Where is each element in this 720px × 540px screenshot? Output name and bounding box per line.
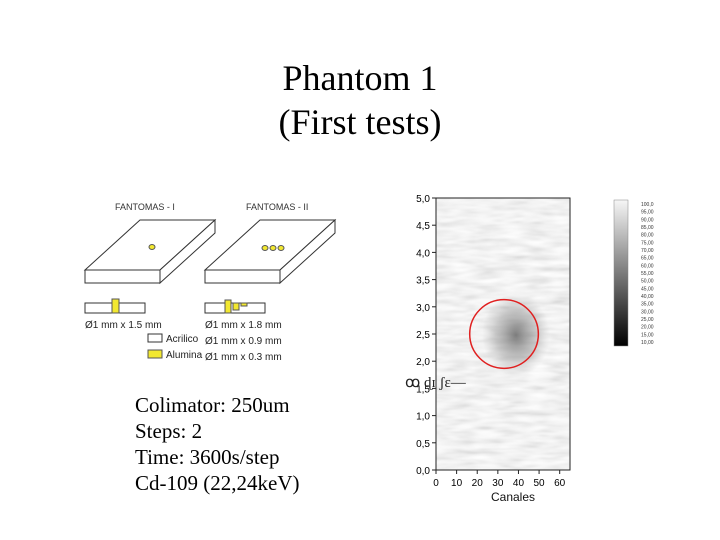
legend: Acrilico Alumina — [147, 333, 203, 361]
spec-collimator: Colimator: 250um — [135, 393, 290, 417]
y-axis: 0,0 0,5 1,0 1,5 2,0 2,5 3,0 3,5 4,0 4,5 5,0 — [416, 194, 436, 477]
x-axis-label: Canales — [491, 490, 535, 504]
y-tick-label: 1,0 — [416, 412, 430, 423]
legend-acrylic: Acrilico — [166, 334, 199, 345]
cross-section-left — [84, 298, 146, 314]
colorbar-tick-label: 70,00 — [641, 248, 654, 254]
phantom-label-right: FANTOMAS - II — [246, 202, 308, 212]
dim-right-1: Ø1 mm x 1.8 mm — [205, 320, 282, 331]
y-tick-label: 2,5 — [416, 330, 430, 341]
colorbar-tick-label: 80,00 — [641, 233, 654, 239]
colorbar-tick-label: 40,00 — [641, 294, 654, 300]
colorbar-tick-label: 20,00 — [641, 325, 654, 331]
x-tick-label: 0 — [433, 478, 439, 489]
y-tick-label: 2,0 — [416, 357, 430, 368]
y-tick-label: 0,5 — [416, 439, 430, 450]
y-tick-label: 5,0 — [416, 194, 430, 205]
colorbar-tick-label: 65,00 — [641, 256, 654, 262]
colorbar-tick-label: 25,00 — [641, 317, 654, 323]
dim-left: Ø1 mm x 1.5 mm — [85, 320, 162, 331]
x-tick-label: 60 — [554, 478, 566, 489]
colorbar-tick-label: 85,00 — [641, 225, 654, 231]
colorbar-tick-label: 100,0 — [641, 202, 654, 208]
y-tick-label: 4,0 — [416, 248, 430, 259]
x-tick-label: 10 — [451, 478, 463, 489]
colorbar-tick-label: 95,00 — [641, 210, 654, 216]
colorbar-tick-label: 75,00 — [641, 240, 654, 246]
colorbar-tick-label: 45,00 — [641, 286, 654, 292]
alumina-dot-left — [148, 244, 156, 250]
slide-title-line2: (First tests) — [278, 102, 442, 142]
roi-circle — [468, 298, 540, 370]
colorbar-tick-label: 60,00 — [641, 263, 654, 269]
cross-section-right — [204, 299, 266, 314]
phantom-label-left: FANTOMAS - I — [115, 202, 175, 212]
spec-time: Time: 3600s/step — [135, 445, 280, 469]
colorbar-tick-label: 30,00 — [641, 309, 654, 315]
legend-alumina: Alumina — [166, 350, 203, 361]
y-tick-label: 3,0 — [416, 303, 430, 314]
y-axis-handwritten-label: ꝏ ɖɪ ʃɛ— — [405, 375, 467, 391]
spec-source: Cd-109 (22,24keV) — [135, 471, 300, 495]
slide-title-line1: Phantom 1 — [282, 58, 438, 98]
colorbar-tick-label: 15,00 — [641, 332, 654, 338]
heatmap-image — [436, 198, 570, 470]
spec-steps: Steps: 2 — [135, 419, 203, 443]
phantom-slab-right — [203, 218, 337, 285]
colorbar-tick-label: 55,00 — [641, 271, 654, 277]
colorbar-tick-label: 35,00 — [641, 302, 654, 308]
colorbar-tick-label: 90,00 — [641, 217, 654, 223]
alumina-dots-right — [261, 245, 285, 251]
acquisition-specs: Colimator: 250um Steps: 2 Time: 3600s/st… — [135, 392, 299, 496]
dim-right-3: Ø1 mm x 0.3 mm — [205, 352, 282, 363]
colorbar-tick-label: 50,00 — [641, 279, 654, 285]
x-axis: 0 10 20 30 40 50 60 — [433, 470, 566, 489]
y-tick-label: 3,5 — [416, 276, 430, 287]
x-tick-label: 30 — [492, 478, 504, 489]
x-tick-label: 40 — [513, 478, 525, 489]
dim-right-2: Ø1 mm x 0.9 mm — [205, 336, 282, 347]
x-tick-label: 20 — [472, 478, 484, 489]
colorbar-tick-label: 10,00 — [641, 340, 654, 346]
x-tick-label: 50 — [534, 478, 546, 489]
y-tick-label: 4,5 — [416, 221, 430, 232]
y-tick-label: 1,5 — [416, 384, 430, 395]
y-tick-label: 0,0 — [416, 466, 430, 477]
